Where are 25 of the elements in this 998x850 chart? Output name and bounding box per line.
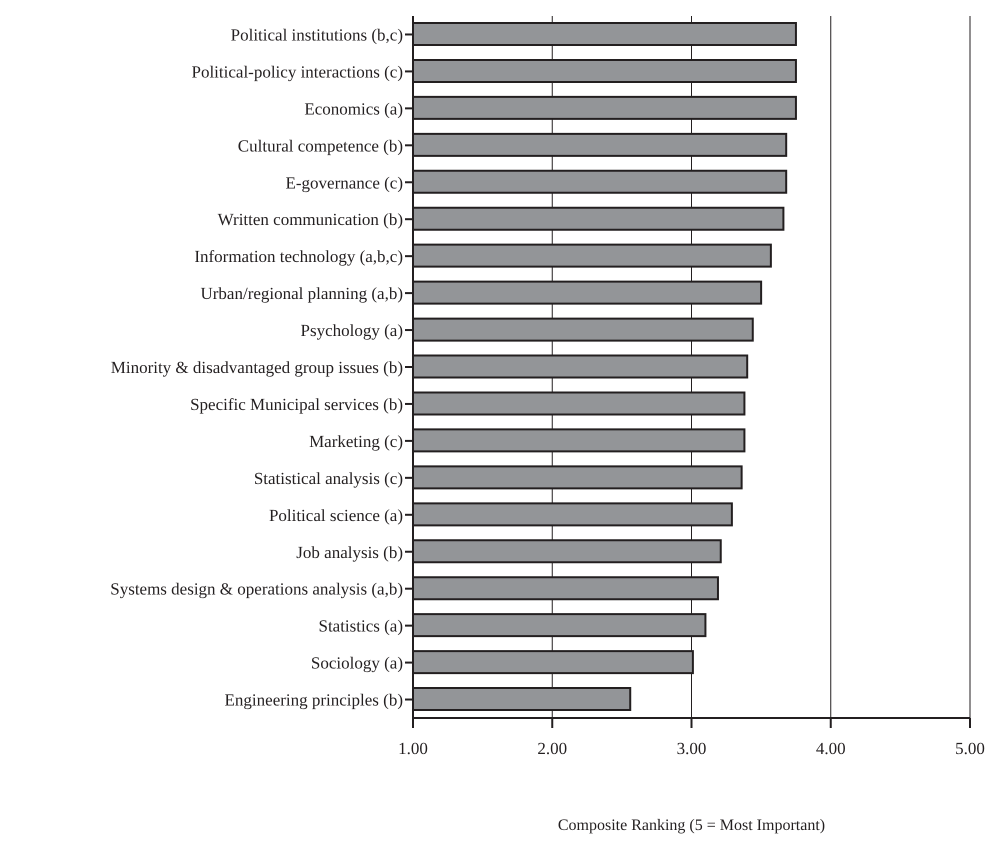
y-tick-label: E-governance (c): [285, 173, 403, 192]
y-tick-label: Political institutions (b,c): [230, 26, 403, 45]
y-tick-label: Systems design & operations analysis (a,b): [110, 580, 403, 599]
y-tick-label: Psychology (a): [300, 321, 403, 340]
y-tick-label: Urban/regional planning (a,b): [200, 284, 403, 304]
y-tick-label: Information technology (a,b,c): [194, 247, 403, 266]
x-tick-label: 2.00: [537, 739, 568, 758]
y-tick-label: Statistics (a): [318, 616, 403, 636]
y-tick-label: Economics (a): [304, 99, 403, 118]
x-tick-label: 4.00: [816, 739, 846, 758]
y-tick-label: Political science (a): [268, 506, 403, 525]
y-tick-label: Sociology (a): [310, 654, 403, 673]
y-tick-label: Political-policy interactions (c): [192, 62, 403, 82]
x-tick-label: 3.00: [676, 739, 706, 758]
y-tick-label: Written communication (b): [218, 210, 403, 230]
y-tick-label: Marketing (c): [309, 432, 403, 451]
y-tick-label: Statistical analysis (c): [254, 468, 403, 488]
y-tick-label: Engineering principles (b): [224, 690, 403, 710]
y-tick-label: Cultural competence (b): [238, 136, 403, 156]
x-axis-title: Composite Ranking (5 = Most Important): [558, 817, 826, 834]
y-tick-label: Specific Municipal services (b): [190, 394, 403, 414]
y-tick-label: Job analysis (b): [296, 542, 403, 562]
x-tick-label: 5.00: [955, 739, 985, 758]
x-tick-label: 1.00: [398, 739, 428, 758]
y-tick-label: Minority & disadvantaged group issues (b): [110, 358, 403, 378]
